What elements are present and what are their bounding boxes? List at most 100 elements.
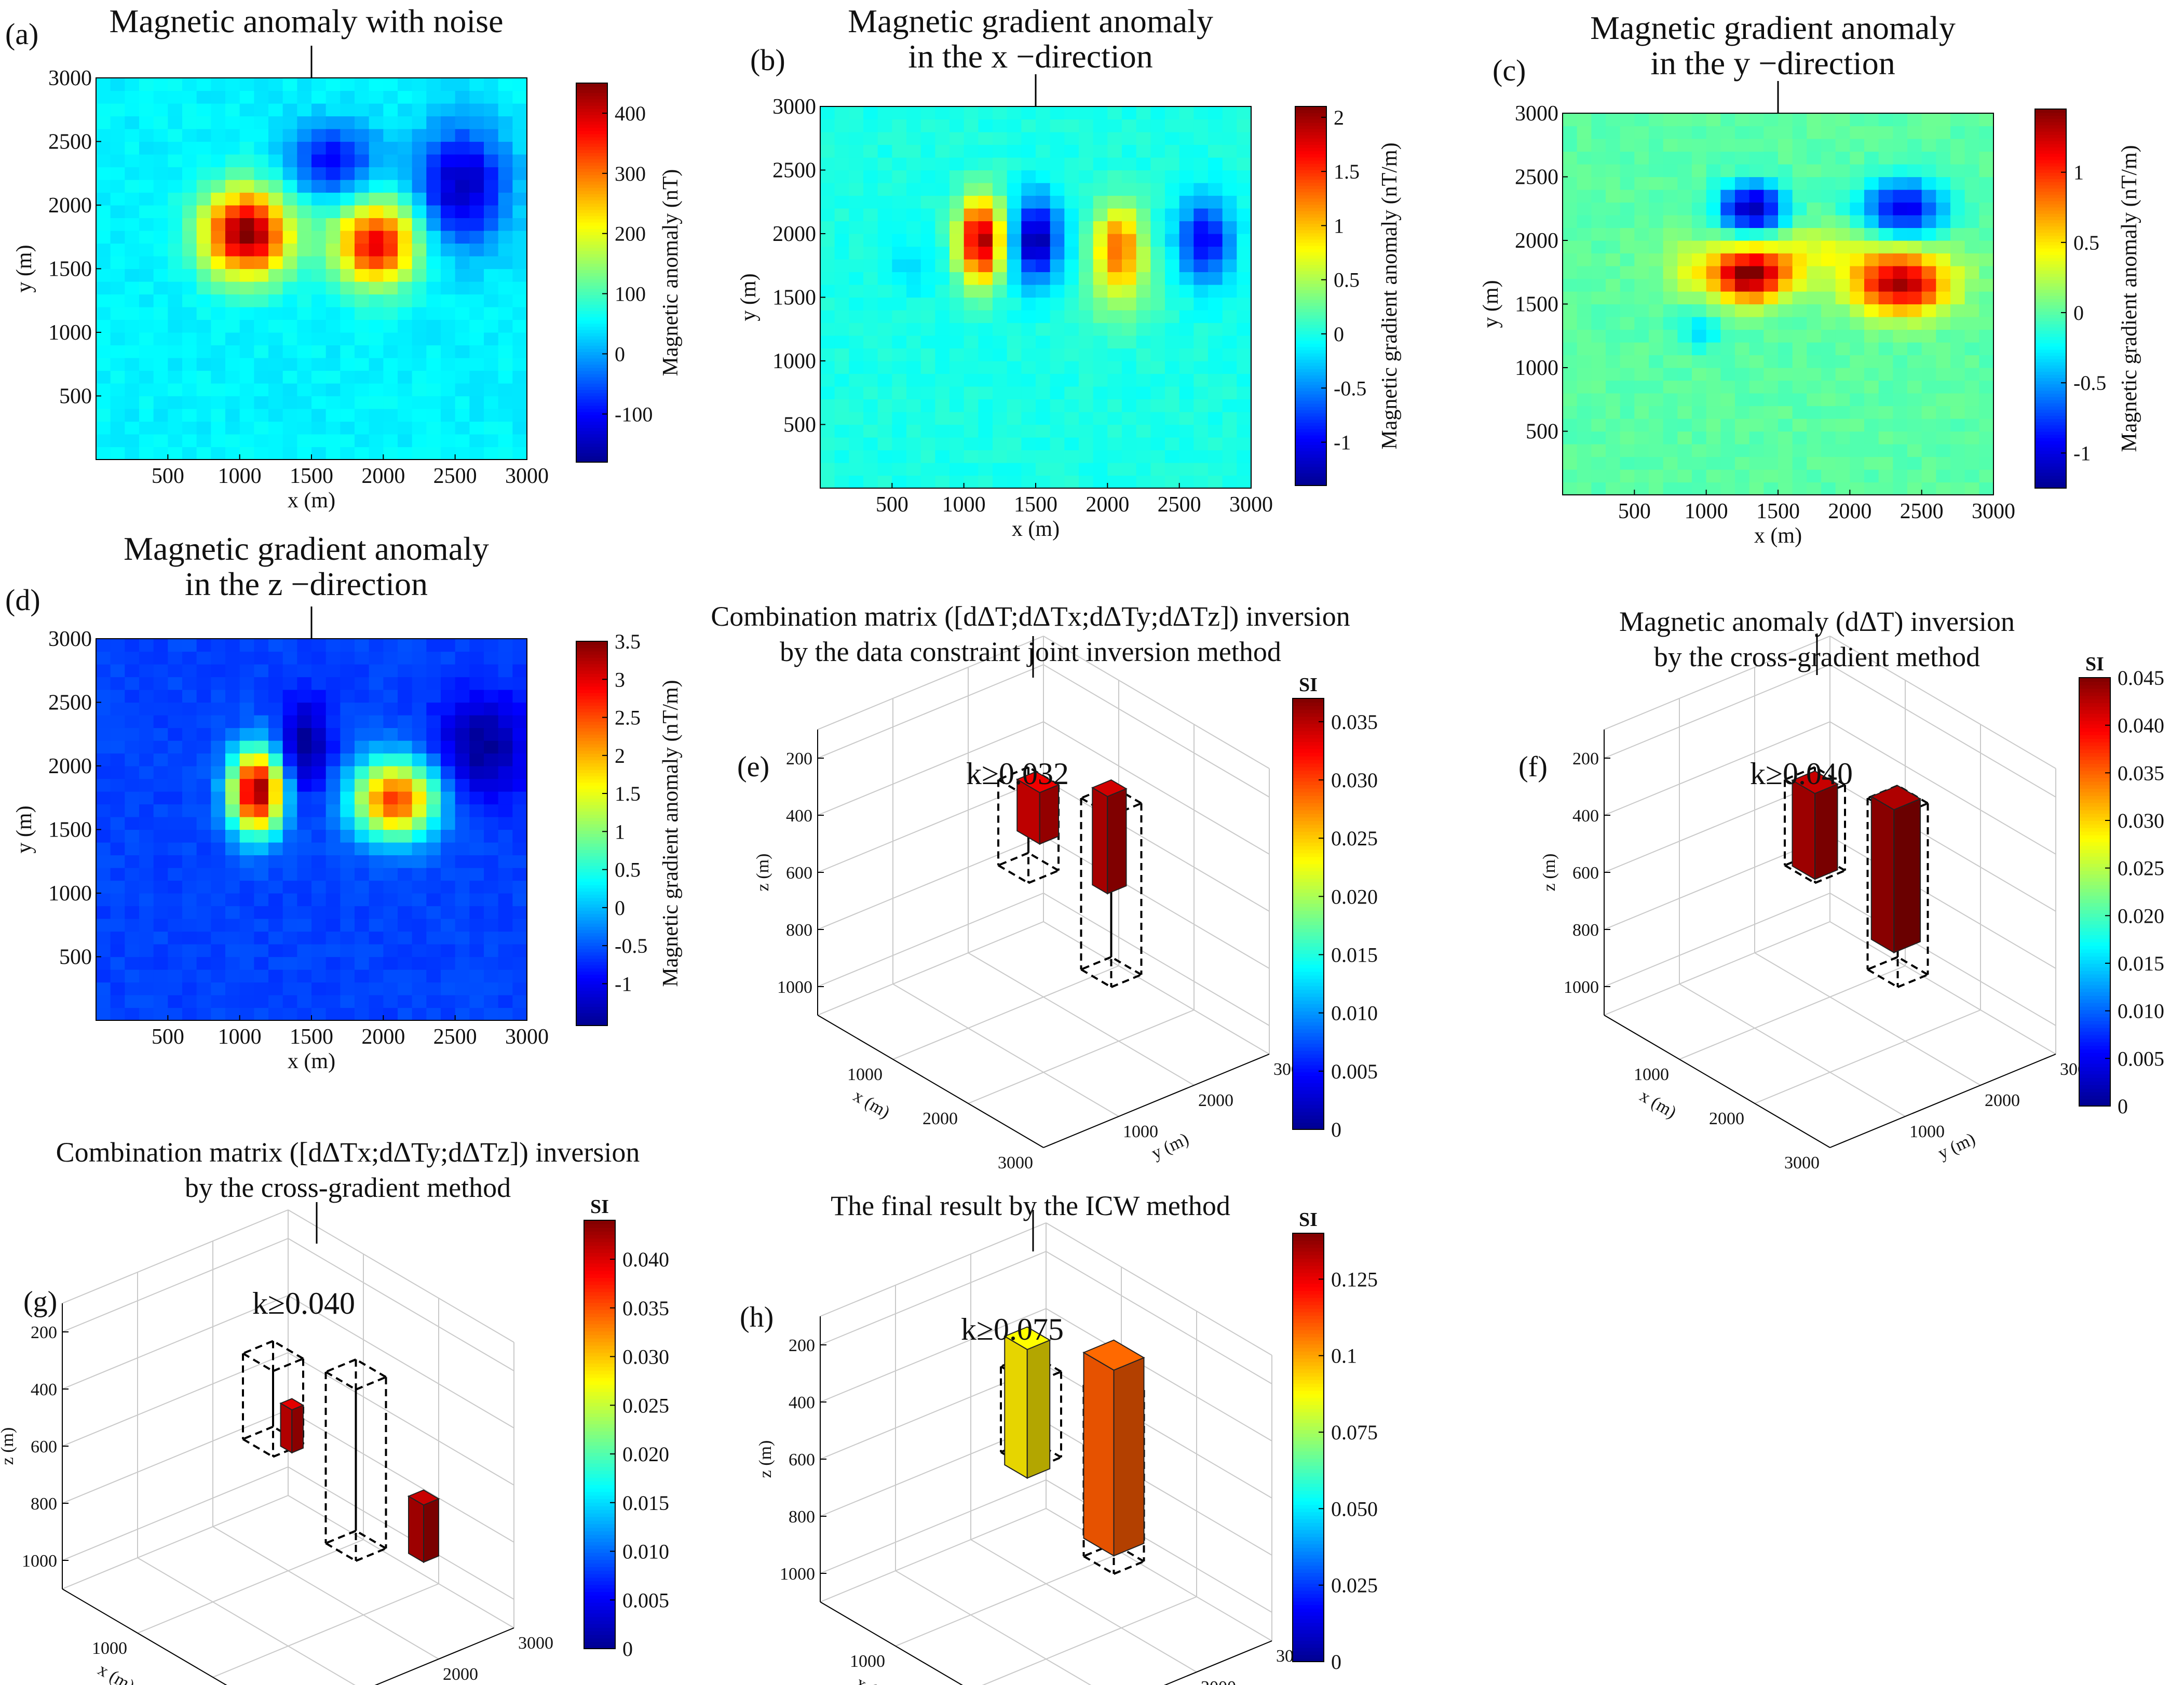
heatmap-cell xyxy=(906,246,921,260)
heatmap-cell xyxy=(239,383,254,397)
heatmap-cell xyxy=(1778,368,1793,381)
heatmap-cell xyxy=(1237,285,1252,298)
heatmap-cell xyxy=(1208,259,1223,273)
heatmap-cell xyxy=(125,982,140,995)
heatmap-cell xyxy=(1720,240,1735,254)
heatmap-cell xyxy=(1563,177,1578,190)
heatmap-cell xyxy=(1606,456,1621,470)
colorbar-swatch xyxy=(576,683,607,687)
heatmap-cell xyxy=(325,218,341,231)
colorbar-swatch xyxy=(1293,853,1324,857)
heatmap-cell xyxy=(964,195,979,209)
heatmap-cell xyxy=(1193,208,1209,222)
colorbar-swatch xyxy=(2079,745,2110,750)
colorbar-swatch xyxy=(576,414,607,419)
heatmap-cell xyxy=(1850,126,1865,139)
true-body-outline xyxy=(325,1371,357,1391)
colorbar-swatch xyxy=(576,731,607,735)
heatmap-cell xyxy=(325,868,341,881)
heatmap-cell xyxy=(1036,386,1051,400)
heatmap-cell xyxy=(964,106,979,120)
y-tick-label: 2500 xyxy=(48,130,92,154)
heatmap-cell xyxy=(125,651,140,665)
heatmap-cell xyxy=(383,664,398,678)
heatmap-cell xyxy=(196,740,211,754)
heatmap-cell xyxy=(441,129,456,142)
heatmap-cell xyxy=(297,740,312,754)
heatmap-cell xyxy=(1036,195,1051,209)
heatmap-cell xyxy=(239,829,254,843)
heatmap-cell xyxy=(340,664,355,678)
heatmap-cell xyxy=(920,373,935,387)
heatmap-cell xyxy=(1064,424,1079,438)
heatmap-cell xyxy=(96,421,111,435)
colorbar-swatch xyxy=(576,894,607,898)
true-body-outline xyxy=(1110,974,1142,988)
heatmap-cell xyxy=(182,753,197,766)
heatmap-cell xyxy=(168,370,183,384)
colorbar-swatch xyxy=(2079,770,2110,775)
heatmap-cell xyxy=(1864,278,1879,292)
heatmap-cell xyxy=(254,677,269,690)
heatmap-cell xyxy=(196,231,211,244)
heatmap-cell xyxy=(1208,412,1223,425)
heatmap-cell xyxy=(1706,380,1721,394)
heatmap-cell xyxy=(1021,221,1036,234)
heatmap-cell xyxy=(412,141,427,155)
colorbar-swatch xyxy=(1293,802,1324,807)
heatmap-cell xyxy=(834,221,849,234)
heatmap-cell xyxy=(1807,126,1822,139)
heatmap-cell xyxy=(168,893,183,907)
heatmap-cell xyxy=(268,766,283,779)
heatmap-cell xyxy=(196,931,211,945)
heatmap-cell xyxy=(1850,419,1865,432)
heatmap-cell xyxy=(398,78,413,91)
heatmap-cell xyxy=(1821,355,1836,368)
heatmap-cell xyxy=(196,664,211,678)
heatmap-cell xyxy=(412,383,427,397)
colorbar-swatch xyxy=(584,1398,615,1403)
heatmap-cell xyxy=(920,106,935,120)
heatmap-cell xyxy=(96,740,111,754)
heatmap-cell xyxy=(282,740,297,754)
heatmap-cell xyxy=(1878,304,1893,317)
heatmap-cell xyxy=(282,116,297,129)
heatmap-cell xyxy=(512,956,527,970)
colorbar-swatch xyxy=(1295,337,1326,341)
heatmap-cell xyxy=(225,740,240,754)
heatmap-cell xyxy=(398,727,413,741)
heatmap-cell xyxy=(1150,272,1165,285)
heatmap-cell xyxy=(211,893,226,907)
heatmap-cell xyxy=(1835,380,1850,394)
heatmap-cell xyxy=(110,702,125,716)
heatmap-cell xyxy=(110,231,125,244)
heatmap-cell xyxy=(153,396,168,409)
heatmap-cell xyxy=(297,766,312,779)
heatmap-cell xyxy=(1749,368,1764,381)
heatmap-cell xyxy=(340,205,355,219)
heatmap-cell xyxy=(1036,399,1051,412)
heatmap-cell xyxy=(340,727,355,741)
colorbar-swatch xyxy=(584,1288,615,1292)
colorbar-swatch xyxy=(576,1003,607,1007)
heatmap-cell xyxy=(849,119,864,132)
colorbar-swatch xyxy=(2079,1031,2110,1035)
colorbar-swatch xyxy=(2035,289,2066,293)
heatmap-cell xyxy=(1122,119,1137,132)
true-body-outline xyxy=(1897,974,1929,988)
colorbar-swatch xyxy=(1295,400,1326,404)
heatmap-cell xyxy=(1936,368,1951,381)
colorbar-swatch xyxy=(1293,766,1324,771)
heatmap-cell xyxy=(196,332,211,346)
heatmap-cell xyxy=(820,361,835,374)
heatmap-cell xyxy=(1064,335,1079,349)
colorbar-swatch xyxy=(576,124,607,128)
heatmap-cell xyxy=(340,766,355,779)
heatmap-cell xyxy=(455,702,470,716)
heatmap-cell xyxy=(325,766,341,779)
heatmap-cell xyxy=(383,129,398,142)
heatmap-cell xyxy=(426,409,441,422)
heatmap-cell xyxy=(211,256,226,269)
heatmap-cell xyxy=(182,804,197,817)
heatmap-cell xyxy=(311,129,327,142)
